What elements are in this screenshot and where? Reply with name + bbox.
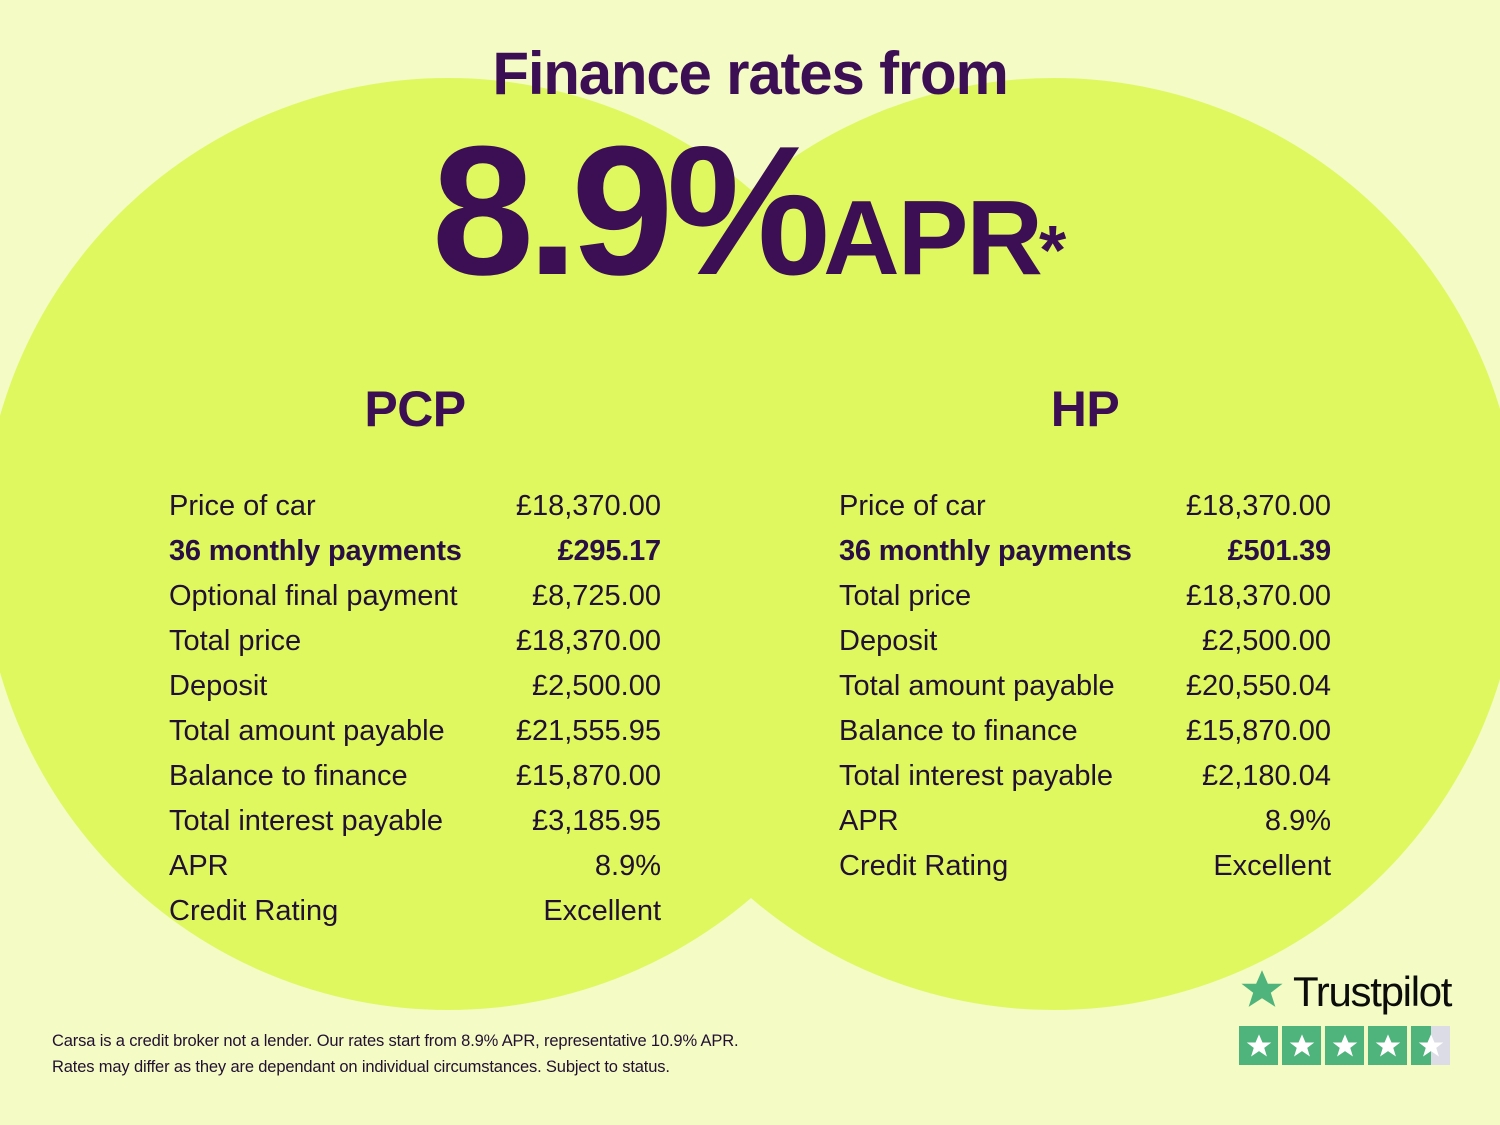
table-row: Total interest payable £3,185.95 (169, 799, 661, 844)
row-value: £2,500.00 (1201, 625, 1331, 657)
plan-hp: HP Price of car £18,370.00 36 monthly pa… (839, 380, 1331, 934)
plan-pcp: PCP Price of car £18,370.00 36 monthly p… (169, 380, 661, 934)
star-icon (1325, 1026, 1364, 1065)
row-value: Excellent (543, 895, 661, 927)
trustpilot-logo: Trustpilot (1239, 966, 1455, 1018)
table-row: Balance to finance £15,870.00 (839, 709, 1331, 754)
row-label: Price of car (839, 490, 986, 522)
row-label: Price of car (169, 490, 316, 522)
half-star-icon (1411, 1026, 1450, 1065)
star-icon (1239, 1026, 1278, 1065)
trustpilot-wordmark: Trustpilot (1293, 968, 1452, 1015)
row-value: 8.9% (594, 850, 661, 882)
row-label: Total amount payable (839, 670, 1115, 702)
row-value: £18,370.00 (1185, 580, 1331, 612)
row-label: Total price (169, 625, 302, 657)
apr-rate-value: 8.9% (431, 107, 830, 313)
apr-headline: 8.9%APR* (0, 118, 1500, 302)
row-value: £3,185.95 (531, 805, 661, 837)
row-value: £295.17 (557, 535, 662, 567)
trustpilot-rating[interactable]: Trustpilot (1239, 966, 1455, 1065)
disclaimer-line-1: Carsa is a credit broker not a lender. O… (52, 1032, 739, 1050)
row-label: APR (839, 805, 899, 837)
row-value: £2,500.00 (531, 670, 661, 702)
table-row: Total amount payable £21,555.95 (169, 709, 661, 754)
row-label: 36 monthly payments (839, 535, 1132, 567)
row-label: Deposit (169, 670, 268, 702)
apr-label: APR (823, 179, 1043, 297)
table-row: Price of car £18,370.00 (169, 484, 661, 529)
row-label: Credit Rating (839, 850, 1009, 882)
finance-tables: PCP Price of car £18,370.00 36 monthly p… (0, 380, 1500, 934)
row-label: APR (169, 850, 229, 882)
table-row: Credit Rating Excellent (839, 844, 1331, 889)
table-row: Deposit £2,500.00 (839, 619, 1331, 664)
star-icon (1368, 1026, 1407, 1065)
row-label: Balance to finance (169, 760, 408, 792)
row-label: Total interest payable (169, 805, 444, 837)
page-title: Finance rates from (492, 40, 1008, 107)
table-row: Credit Rating Excellent (169, 889, 661, 934)
row-value: £18,370.00 (1185, 490, 1331, 522)
row-label: Credit Rating (169, 895, 339, 927)
plan-rows-pcp: Price of car £18,370.00 36 monthly payme… (169, 484, 661, 934)
plan-rows-hp: Price of car £18,370.00 36 monthly payme… (839, 484, 1331, 889)
decorative-circle-right (588, 78, 1500, 1010)
plan-title-pcp: PCP (364, 381, 466, 437)
row-label: Total interest payable (839, 760, 1114, 792)
row-label: Deposit (839, 625, 938, 657)
table-row: Total price £18,370.00 (839, 574, 1331, 619)
row-value: £2,180.04 (1201, 760, 1331, 792)
row-value: Excellent (1213, 850, 1331, 882)
row-label: Total amount payable (169, 715, 445, 747)
row-value: £501.39 (1227, 535, 1332, 567)
row-value: £15,870.00 (1185, 715, 1331, 747)
row-value: £20,550.04 (1185, 670, 1331, 702)
table-row: Price of car £18,370.00 (839, 484, 1331, 529)
legal-disclaimer: Carsa is a credit broker not a lender. O… (52, 1028, 852, 1080)
table-row: Deposit £2,500.00 (169, 664, 661, 709)
table-row: Optional final payment £8,725.00 (169, 574, 661, 619)
row-value: £8,725.00 (531, 580, 661, 612)
row-label: Total price (839, 580, 972, 612)
row-label: Balance to finance (839, 715, 1078, 747)
table-row: Total interest payable £2,180.04 (839, 754, 1331, 799)
trustpilot-star-icon (1239, 968, 1285, 1017)
row-value: £18,370.00 (515, 625, 661, 657)
disclaimer-line-2: Rates may differ as they are dependant o… (52, 1058, 670, 1076)
trustpilot-stars (1239, 1026, 1455, 1065)
star-icon (1282, 1026, 1321, 1065)
row-value: £15,870.00 (515, 760, 661, 792)
table-row: APR 8.9% (169, 844, 661, 889)
row-label: Optional final payment (169, 580, 458, 612)
table-row: Balance to finance £15,870.00 (169, 754, 661, 799)
table-row: 36 monthly payments £295.17 (169, 529, 661, 574)
row-value: £21,555.95 (515, 715, 661, 747)
row-value: £18,370.00 (515, 490, 661, 522)
table-row: Total price £18,370.00 (169, 619, 661, 664)
table-row: 36 monthly payments £501.39 (839, 529, 1331, 574)
row-label: 36 monthly payments (169, 535, 462, 567)
plan-title-hp: HP (1050, 381, 1120, 437)
apr-asterisk: * (1038, 210, 1067, 289)
table-row: APR 8.9% (839, 799, 1331, 844)
row-value: 8.9% (1264, 805, 1331, 837)
table-row: Total amount payable £20,550.04 (839, 664, 1331, 709)
